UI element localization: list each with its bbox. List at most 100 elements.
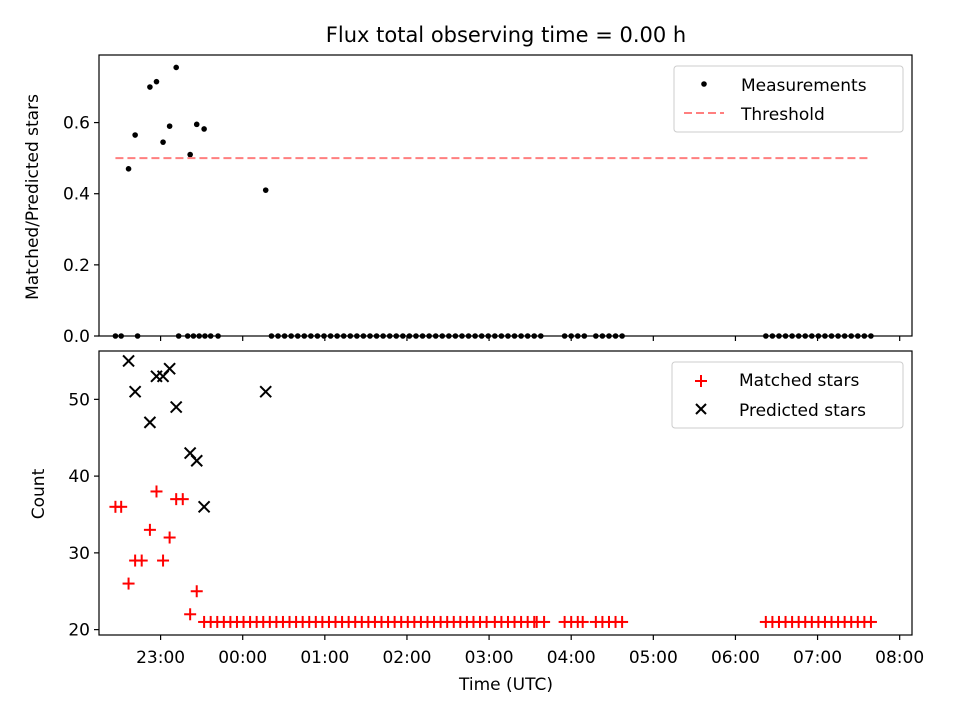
y-tick-label-top: 0.2 [63, 256, 90, 276]
legend-box-top [673, 65, 904, 133]
point-matched-stars [184, 608, 197, 621]
point-measurements [599, 333, 606, 339]
point-matched-stars [864, 615, 877, 628]
point-measurements [354, 333, 360, 339]
point-measurements [112, 333, 119, 339]
point-measurements [393, 333, 400, 339]
panel-top-plot: Flux total observing time = 0.00 h Match… [23, 23, 913, 347]
point-measurements [782, 333, 789, 339]
point-matched-stars [190, 585, 203, 598]
legend-box-bottom [671, 361, 904, 429]
y-axis-label-bottom: Count [29, 468, 49, 519]
point-measurements [262, 187, 269, 193]
point-measurements [769, 333, 776, 339]
chart-title: Flux total observing time = 0.00 h [326, 23, 686, 47]
point-matched-stars [176, 493, 189, 506]
point-measurements [835, 333, 841, 339]
point-measurements [472, 333, 478, 339]
point-matched-stars [157, 554, 170, 567]
point-matched-stars [143, 523, 156, 536]
x-tick-label: 03:00 [465, 648, 514, 668]
point-measurements [134, 333, 141, 339]
point-measurements [147, 84, 153, 90]
point-matched-stars [150, 485, 163, 498]
legend-label-predicted: Predicted stars [739, 401, 866, 421]
panel-bottom-plot: Count Time (UTC) 20 30 40 50 23:00 00:00 01:0… [29, 350, 924, 695]
point-measurements [538, 333, 544, 339]
point-matched-stars [115, 500, 128, 513]
data-marks-bottom [109, 354, 877, 628]
point-measurements [492, 333, 498, 339]
point-measurements [173, 64, 179, 71]
point-measurements [452, 333, 459, 339]
y-tick-label-top: 0.0 [63, 327, 90, 347]
point-measurements [193, 121, 200, 128]
point-measurements [498, 333, 505, 339]
point-measurements [268, 333, 275, 339]
point-predicted-stars [128, 385, 142, 398]
x-tick-label: 06:00 [711, 648, 760, 668]
point-measurements [202, 333, 208, 339]
point-measurements [802, 333, 809, 339]
point-measurements [426, 333, 432, 339]
point-measurements [400, 333, 406, 339]
point-measurements [419, 333, 426, 339]
point-measurements [459, 333, 465, 339]
x-tick-label: 02:00 [382, 648, 431, 668]
point-matched-stars [135, 554, 148, 567]
point-measurements [187, 151, 193, 158]
y-tick-label-bottom: 30 [68, 544, 90, 564]
y-tick-label-top: 0.4 [63, 185, 90, 205]
point-measurements [612, 333, 619, 339]
x-tick-label: 01:00 [300, 648, 349, 668]
point-measurements [166, 123, 173, 129]
point-measurements [413, 333, 419, 339]
y-tick-label-top: 0.6 [63, 114, 90, 134]
point-measurements [175, 333, 182, 339]
point-measurements [868, 333, 874, 339]
point-measurements [281, 333, 288, 339]
point-measurements [373, 333, 380, 339]
legend-label-threshold: Threshold [740, 105, 825, 125]
point-measurements [160, 139, 166, 145]
point-measurements [360, 333, 367, 339]
point-measurements [465, 333, 472, 339]
point-measurements [406, 333, 413, 339]
point-predicted-stars [197, 500, 211, 514]
point-measurements [294, 333, 301, 339]
y-axis-label-top: Matched/Predicted stars [23, 94, 43, 300]
y-tick-label-bottom: 40 [68, 467, 90, 487]
x-axis-label: Time (UTC) [458, 675, 553, 695]
point-measurements [196, 333, 202, 339]
point-predicted-stars [143, 416, 157, 429]
point-predicted-stars [122, 354, 135, 368]
x-ticks-bottom: 23:00 00:00 01:00 02:00 03:00 04:00 05:00 06:00… [136, 635, 924, 668]
point-measurements [347, 333, 354, 339]
point-measurements [822, 333, 828, 339]
point-measurements [855, 333, 861, 339]
x-tick-label: 23:00 [136, 648, 185, 668]
x-tick-label: 08:00 [875, 648, 924, 668]
plot-frame-bottom [98, 350, 913, 636]
point-measurements [815, 333, 822, 339]
point-measurements [132, 132, 138, 138]
point-measurements [321, 333, 327, 339]
point-measurements [511, 333, 518, 339]
legend-bottom: Matched stars Predicted stars [671, 361, 904, 429]
legend-top: Measurements Threshold [673, 65, 904, 133]
point-measurements [327, 333, 334, 339]
data-marks-top [112, 64, 874, 339]
legend-label-measurements: Measurements [741, 76, 867, 96]
point-matched-stars [538, 615, 551, 628]
point-measurements [763, 333, 769, 339]
point-matched-stars [576, 615, 589, 628]
point-measurements [574, 333, 581, 339]
point-measurements [125, 166, 132, 172]
point-measurements [207, 333, 214, 339]
point-measurements [841, 333, 848, 339]
point-measurements [531, 333, 538, 339]
x-tick-label: 05:00 [629, 648, 678, 668]
legend-marker-matched [695, 375, 707, 387]
point-measurements [380, 333, 386, 339]
y-ticks-bottom: 20 30 40 50 [68, 390, 99, 641]
